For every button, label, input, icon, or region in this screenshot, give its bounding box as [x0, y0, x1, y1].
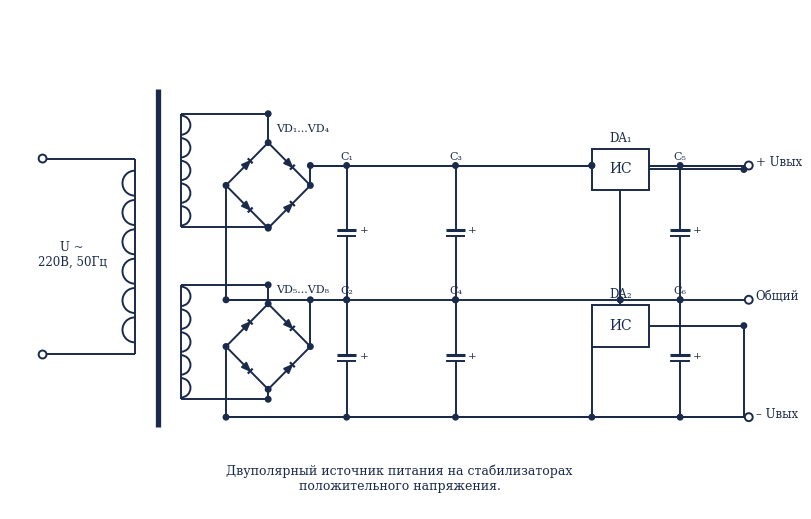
Circle shape [223, 183, 229, 188]
Circle shape [265, 225, 271, 231]
Text: + Uвых: + Uвых [755, 156, 800, 169]
Text: +: + [468, 352, 476, 361]
Circle shape [453, 163, 457, 168]
Text: ИС: ИС [608, 162, 631, 176]
Polygon shape [241, 322, 250, 331]
Circle shape [307, 297, 313, 303]
Text: U ~
220В, 50Гц: U ~ 220В, 50Гц [37, 241, 106, 269]
Circle shape [617, 297, 622, 303]
Text: +: + [692, 352, 701, 361]
Text: VD₁...VD₄: VD₁...VD₄ [276, 124, 328, 134]
Polygon shape [241, 201, 250, 210]
Text: ИС: ИС [608, 319, 631, 333]
Polygon shape [283, 158, 292, 167]
Text: DA₂: DA₂ [608, 289, 631, 302]
Text: Двуполярный источник питания на стабилизаторах
положительного напряжения.: Двуполярный источник питания на стабилиз… [226, 465, 572, 493]
Text: C₁: C₁ [340, 152, 353, 161]
Circle shape [588, 163, 594, 168]
Circle shape [265, 387, 271, 392]
Circle shape [223, 344, 229, 349]
Text: +: + [359, 352, 367, 361]
Bar [591, 148, 648, 190]
Text: Общий: Общий [755, 290, 798, 303]
Circle shape [676, 163, 682, 168]
Circle shape [740, 167, 745, 172]
Circle shape [344, 414, 349, 420]
Text: +: + [359, 226, 367, 235]
Text: VD₅...VD₈: VD₅...VD₈ [276, 285, 328, 295]
Circle shape [344, 163, 349, 168]
Circle shape [265, 224, 271, 230]
Text: C₃: C₃ [448, 152, 461, 161]
Text: DA₁: DA₁ [608, 132, 631, 145]
Circle shape [453, 297, 457, 303]
Polygon shape [283, 320, 292, 329]
Circle shape [588, 163, 594, 168]
Circle shape [344, 297, 349, 303]
Circle shape [223, 297, 229, 303]
Circle shape [676, 414, 682, 420]
Circle shape [344, 297, 349, 303]
Circle shape [307, 344, 313, 349]
Polygon shape [241, 362, 250, 371]
Text: +: + [692, 226, 701, 235]
Circle shape [307, 183, 313, 188]
Circle shape [265, 301, 271, 307]
Circle shape [307, 163, 313, 168]
Polygon shape [241, 161, 250, 170]
Circle shape [223, 414, 229, 420]
Text: C₅: C₅ [673, 152, 686, 161]
Circle shape [265, 111, 271, 117]
Text: C₂: C₂ [340, 286, 353, 296]
Circle shape [453, 297, 457, 303]
Polygon shape [283, 203, 292, 212]
Circle shape [453, 414, 457, 420]
Text: – Uвых: – Uвых [755, 407, 796, 421]
Circle shape [265, 140, 271, 145]
Circle shape [265, 282, 271, 288]
Circle shape [588, 414, 594, 420]
Circle shape [676, 297, 682, 303]
Bar [591, 305, 648, 347]
Circle shape [617, 297, 622, 303]
Text: +: + [468, 226, 476, 235]
Polygon shape [283, 365, 292, 374]
Circle shape [676, 297, 682, 303]
Circle shape [265, 397, 271, 402]
Text: C₄: C₄ [448, 286, 461, 296]
Circle shape [740, 323, 745, 329]
Text: C₆: C₆ [673, 286, 686, 296]
